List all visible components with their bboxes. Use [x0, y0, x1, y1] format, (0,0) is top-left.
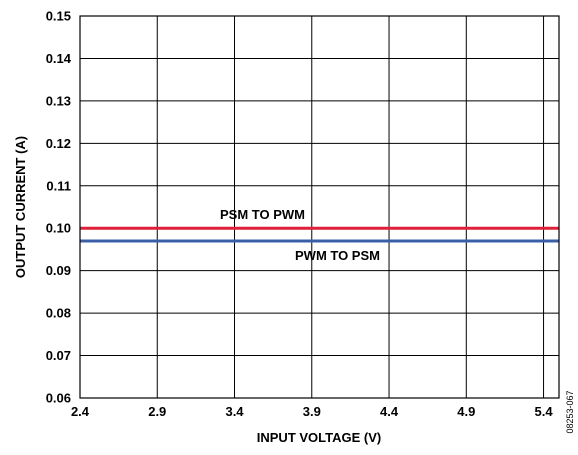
y-tick-label: 0.13 — [46, 93, 71, 108]
series-layer — [80, 226, 559, 243]
y-tick-label: 0.10 — [46, 221, 71, 236]
x-axis-title: INPUT VOLTAGE (V) — [257, 430, 381, 445]
x-tick-label: 2.9 — [148, 404, 166, 419]
x-tick-label: 4.4 — [380, 404, 399, 419]
plot-frame — [79, 15, 560, 399]
y-axis-title: OUTPUT CURRENT (A) — [13, 136, 28, 278]
y-tick-label: 0.14 — [46, 51, 72, 66]
series-label-pwm-to-psm: PWM TO PSM — [295, 248, 380, 263]
y-tick-label: 0.12 — [46, 136, 71, 151]
y-tick-label: 0.06 — [46, 391, 71, 406]
y-tick-label: 0.07 — [46, 348, 71, 363]
y-tick-label: 0.08 — [46, 306, 71, 321]
x-tick-label: 3.9 — [303, 404, 321, 419]
figure-code: 08253-067 — [565, 390, 575, 433]
tick-labels: 2.4 2.9 3.4 3.9 4.4 4.9 5.4 0.06 0.07 0.08 0.09 0.1… — [46, 9, 554, 420]
y-tick-label: 0.11 — [46, 178, 71, 193]
series-label-psm-to-pwm: PSM TO PWM — [220, 207, 305, 222]
grid — [80, 16, 559, 398]
x-tick-label: 3.4 — [225, 404, 244, 419]
x-tick-label: 5.4 — [535, 404, 554, 419]
y-tick-label: 0.15 — [46, 9, 71, 24]
x-tick-label: 4.9 — [457, 404, 475, 419]
y-tick-label: 0.09 — [46, 263, 71, 278]
x-tick-label: 2.4 — [71, 404, 90, 419]
